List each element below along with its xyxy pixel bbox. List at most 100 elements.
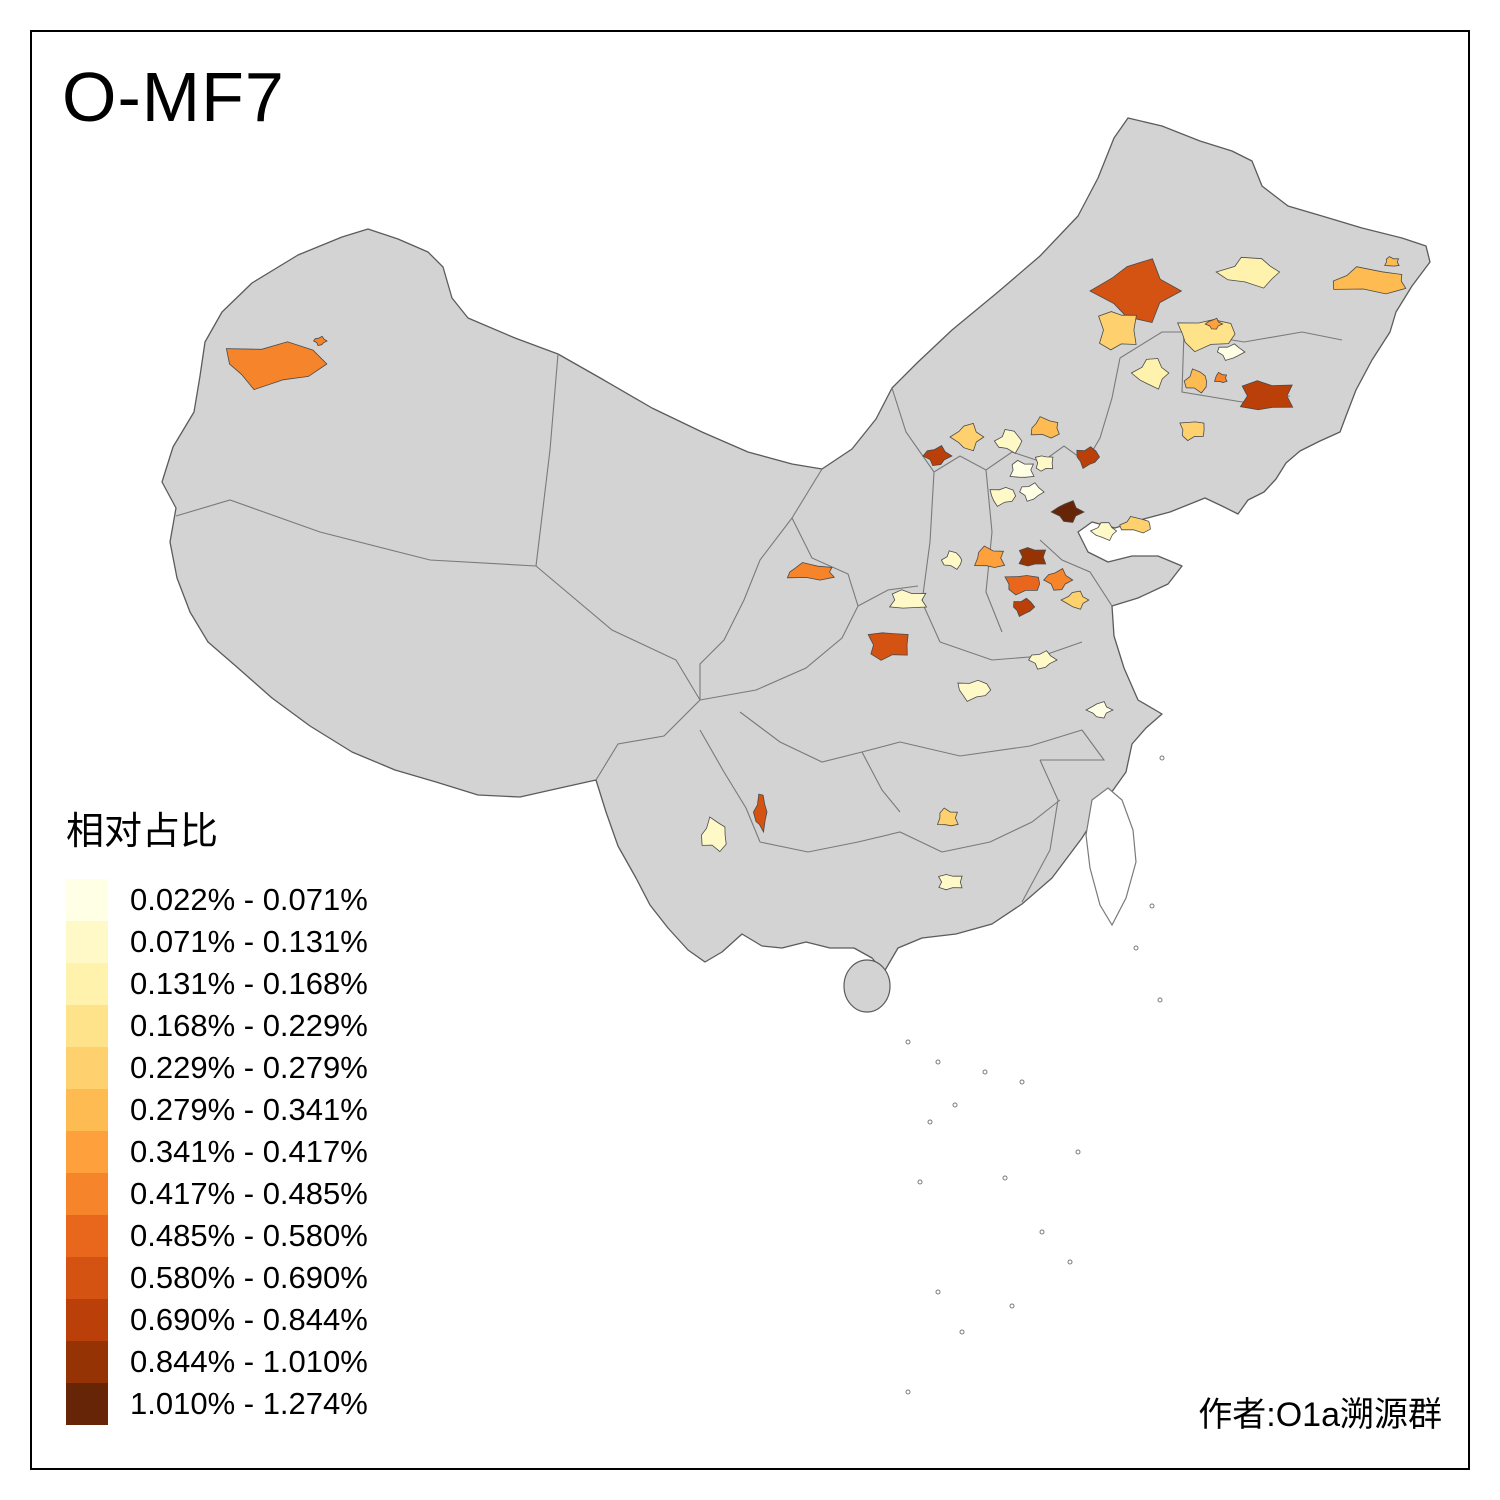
- province-border-line: [861, 751, 901, 813]
- legend-range-label: 0.279% - 0.341%: [130, 1092, 368, 1127]
- legend-range-label: 0.168% - 0.229%: [130, 1008, 368, 1043]
- legend-row: 0.690% - 0.844%: [66, 1299, 368, 1341]
- province-border-line: [899, 729, 1083, 757]
- map-region-shandong-light: [1060, 590, 1090, 610]
- islet-mark: [1075, 1149, 1081, 1155]
- map-region-ne-light-2: [1176, 319, 1236, 353]
- map-region-henan-n-darkred: [1013, 597, 1036, 618]
- map-region-ne-orange-2: [1183, 368, 1207, 394]
- taiwan-island: [1085, 787, 1137, 927]
- attribution-text: 作者:O1a溯源群: [1198, 1396, 1442, 1434]
- legend-swatch: [66, 879, 108, 921]
- map-region-yunnan-pale: [701, 816, 727, 853]
- legend-row: 0.341% - 0.417%: [66, 1131, 368, 1173]
- map-region-liaoning-light: [1179, 421, 1205, 442]
- map-region-guizhou-n-red: [752, 793, 768, 834]
- map-region-hebei-pale-3: [989, 486, 1017, 507]
- province-border-line: [739, 711, 901, 763]
- legend-range-label: 0.690% - 0.844%: [130, 1302, 368, 1337]
- legend-swatch: [66, 1089, 108, 1131]
- map-region-ne-white-cell: [1216, 343, 1246, 361]
- legend-range-label: 1.010% - 1.274%: [130, 1386, 368, 1421]
- province-border-line: [857, 585, 919, 607]
- legend-row: 0.168% - 0.229%: [66, 1005, 368, 1047]
- province-border-line: [1040, 729, 1106, 761]
- map-region-bohai-coast-darkest: [1050, 500, 1085, 523]
- map-region-hebei-nw-light: [949, 422, 985, 452]
- map-region-shanxi-n-dark: [922, 445, 953, 467]
- map-region-ne-orange-dot-2: [1204, 317, 1224, 330]
- province-border-line: [699, 517, 793, 700]
- legend: 相对占比 0.022% - 0.071% 0.071% - 0.131% 0.131…: [66, 800, 368, 1425]
- map-region-liaoning-dark: [1239, 380, 1294, 411]
- map-region-hebei-s-darkred: [1018, 547, 1047, 567]
- legend-swatch: [66, 1257, 108, 1299]
- map-region-beijing-pale-1: [993, 429, 1023, 454]
- legend-swatch: [66, 963, 108, 1005]
- map-region-w-xinjiang-large: [225, 341, 328, 391]
- legend-swatch: [66, 1173, 108, 1215]
- map-region-henan-e-pale: [1028, 650, 1058, 670]
- map-region-shandong-pen-light: [1119, 516, 1151, 534]
- legend-row: 0.844% - 1.010%: [66, 1341, 368, 1383]
- province-border-line: [535, 353, 559, 567]
- legend-row: 0.022% - 0.071%: [66, 879, 368, 921]
- legend-row: 0.229% - 0.279%: [66, 1047, 368, 1089]
- map-region-guangdong-n-pale: [938, 874, 963, 891]
- legend-row: 0.580% - 0.690%: [66, 1257, 368, 1299]
- hainan-island: [843, 959, 891, 1013]
- map-region-gansu-orange-bar: [786, 562, 836, 581]
- islet-mark: [927, 1119, 933, 1125]
- map-region-ne-orange-dot: [1384, 256, 1400, 267]
- islet-mark: [1157, 997, 1163, 1003]
- map-region-gansu-e-pale: [888, 589, 928, 609]
- map-region-henan-sw-pale: [957, 679, 992, 702]
- islet-mark: [1002, 1175, 1008, 1181]
- legend-rows: 0.022% - 0.071% 0.071% - 0.131% 0.131% - 0…: [66, 879, 368, 1425]
- figure-title: O-MF7: [62, 58, 285, 136]
- province-border-line: [1039, 539, 1113, 607]
- legend-row: 0.417% - 0.485%: [66, 1173, 368, 1215]
- province-border-line: [941, 799, 1061, 853]
- legend-row: 0.131% - 0.168%: [66, 963, 368, 1005]
- sea-islets: [905, 755, 1165, 1395]
- map-region-hebei-s-orange: [974, 545, 1006, 568]
- islet-mark: [952, 1102, 958, 1108]
- islet-mark: [905, 1039, 911, 1045]
- legend-swatch: [66, 1299, 108, 1341]
- legend-range-label: 0.485% - 0.580%: [130, 1218, 368, 1253]
- legend-swatch: [66, 921, 108, 963]
- map-region-shanxi-pale: [940, 550, 963, 570]
- province-border-line: [175, 499, 537, 567]
- map-region-hebei-light-orange: [1030, 416, 1060, 439]
- legend-swatch: [66, 1383, 108, 1425]
- legend-range-label: 0.229% - 0.279%: [130, 1050, 368, 1085]
- islet-mark: [935, 1059, 941, 1065]
- legend-row: 0.279% - 0.341%: [66, 1089, 368, 1131]
- legend-range-label: 0.580% - 0.690%: [130, 1260, 368, 1295]
- legend-swatch: [66, 1215, 108, 1257]
- map-region-jiangsu-n-pale: [1085, 701, 1114, 719]
- legend-row: 1.010% - 1.274%: [66, 1383, 368, 1425]
- legend-range-label: 0.844% - 1.010%: [130, 1344, 368, 1379]
- legend-swatch: [66, 1005, 108, 1047]
- legend-swatch: [66, 1131, 108, 1173]
- legend-title: 相对占比: [66, 811, 219, 853]
- map-region-ne-light-1: [1098, 311, 1137, 351]
- province-border-line: [939, 641, 1083, 661]
- map-region-beijing-pale-2: [1009, 459, 1035, 478]
- islet-mark: [1067, 1259, 1073, 1265]
- islet-mark: [1159, 755, 1165, 761]
- islet-mark: [935, 1289, 941, 1295]
- colored-regions: [225, 256, 1407, 891]
- map-region-ne-pale-1: [1215, 256, 1281, 289]
- map-region-hunan-light: [936, 807, 959, 827]
- islet-mark: [1149, 903, 1155, 909]
- legend-row: 0.485% - 0.580%: [66, 1215, 368, 1257]
- legend-range-label: 0.417% - 0.485%: [130, 1176, 368, 1211]
- islet-mark: [917, 1179, 923, 1185]
- legend-range-label: 0.071% - 0.131%: [130, 924, 368, 959]
- map-region-shaanxi-orange: [867, 632, 909, 661]
- map-region-tianjin-pale: [1034, 455, 1054, 472]
